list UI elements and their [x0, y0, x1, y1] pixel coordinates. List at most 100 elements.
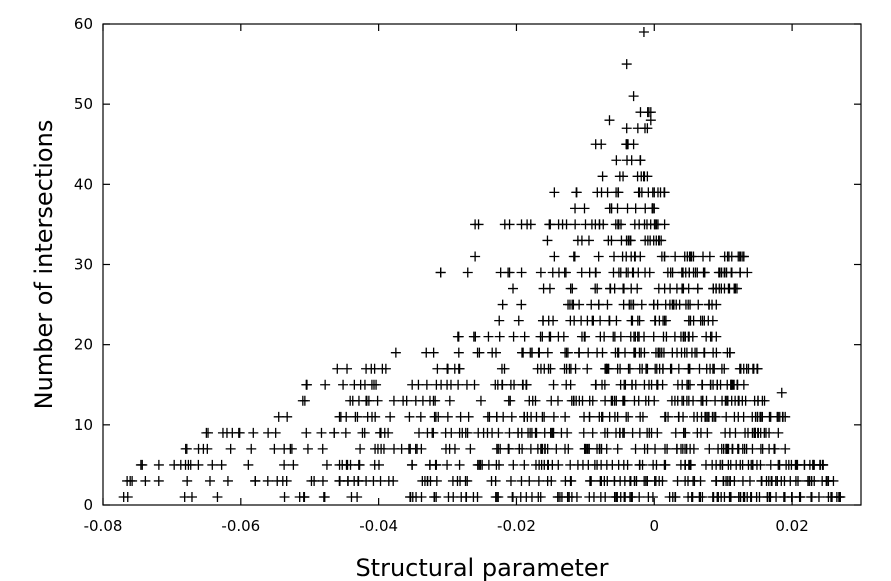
data-point [600, 491, 611, 502]
data-point [207, 459, 218, 470]
data-point [684, 267, 695, 278]
data-point [624, 363, 635, 374]
data-point [635, 251, 646, 262]
data-point [636, 299, 647, 310]
data-point [563, 491, 574, 502]
data-point [320, 379, 331, 390]
data-point [643, 187, 654, 198]
data-point [371, 379, 382, 390]
data-point [185, 459, 196, 470]
data-point [546, 395, 557, 406]
data-point [702, 427, 713, 438]
data-point [707, 459, 718, 470]
data-point [683, 315, 694, 326]
data-point [618, 283, 629, 294]
data-point [795, 491, 806, 502]
data-point [487, 347, 498, 358]
data-point [286, 443, 297, 454]
data-point [461, 491, 472, 502]
data-point [683, 395, 694, 406]
data-point [738, 251, 749, 262]
data-point [659, 187, 670, 198]
data-point [353, 475, 364, 486]
data-point [433, 411, 444, 422]
data-point [553, 331, 564, 342]
data-point [742, 267, 753, 278]
data-point [571, 187, 582, 198]
data-point [122, 491, 133, 502]
data-point [478, 427, 489, 438]
data-point [549, 251, 560, 262]
data-point [269, 443, 280, 454]
data-point [472, 347, 483, 358]
data-point [627, 491, 638, 502]
data-point [589, 459, 600, 470]
data-point [604, 315, 615, 326]
data-point [761, 475, 772, 486]
data-point [717, 459, 728, 470]
y-tick-label: 30 [74, 256, 93, 274]
data-point [716, 283, 727, 294]
data-point [470, 219, 481, 230]
data-point [542, 235, 553, 246]
data-point [619, 427, 630, 438]
data-point [648, 331, 659, 342]
data-point [547, 267, 558, 278]
y-tick-label: 20 [74, 336, 93, 354]
data-point [587, 427, 598, 438]
data-point [676, 443, 687, 454]
y-axis-label: Number of intersections [30, 120, 58, 410]
data-point [569, 251, 580, 262]
data-point [730, 427, 741, 438]
data-point [617, 251, 628, 262]
data-point [234, 427, 245, 438]
data-point [731, 283, 742, 294]
data-point [621, 235, 632, 246]
data-point [609, 283, 620, 294]
data-point [642, 171, 653, 182]
data-point [632, 171, 643, 182]
data-point [379, 427, 390, 438]
data-point [535, 491, 546, 502]
data-point [806, 491, 817, 502]
data-point [692, 283, 703, 294]
y-tick-label: 0 [83, 496, 93, 514]
data-point [582, 363, 593, 374]
data-point [809, 459, 820, 470]
data-point [597, 379, 608, 390]
data-point [677, 283, 688, 294]
data-point [592, 283, 603, 294]
data-point [504, 219, 515, 230]
data-point [317, 443, 328, 454]
x-tick-label: -0.04 [359, 517, 398, 535]
x-tick-label: -0.06 [221, 517, 260, 535]
data-point [250, 475, 261, 486]
data-point [626, 379, 637, 390]
data-point [553, 491, 564, 502]
data-point [543, 315, 554, 326]
data-point [621, 59, 632, 70]
data-point [688, 251, 699, 262]
data-point [608, 267, 619, 278]
data-point [442, 411, 453, 422]
data-point [367, 411, 378, 422]
data-point [475, 395, 486, 406]
data-point [634, 427, 645, 438]
data-point [746, 491, 757, 502]
data-point [659, 411, 670, 422]
data-point [429, 491, 440, 502]
data-point [548, 411, 559, 422]
data-point [626, 155, 637, 166]
data-point [181, 443, 192, 454]
data-point [369, 459, 380, 470]
data-point [593, 299, 604, 310]
data-point [628, 91, 639, 102]
data-point [597, 171, 608, 182]
data-point [602, 299, 613, 310]
data-point [619, 395, 630, 406]
data-point [350, 411, 361, 422]
data-point [355, 379, 366, 390]
data-point [317, 475, 328, 486]
data-point [537, 331, 548, 342]
data-point [618, 299, 629, 310]
